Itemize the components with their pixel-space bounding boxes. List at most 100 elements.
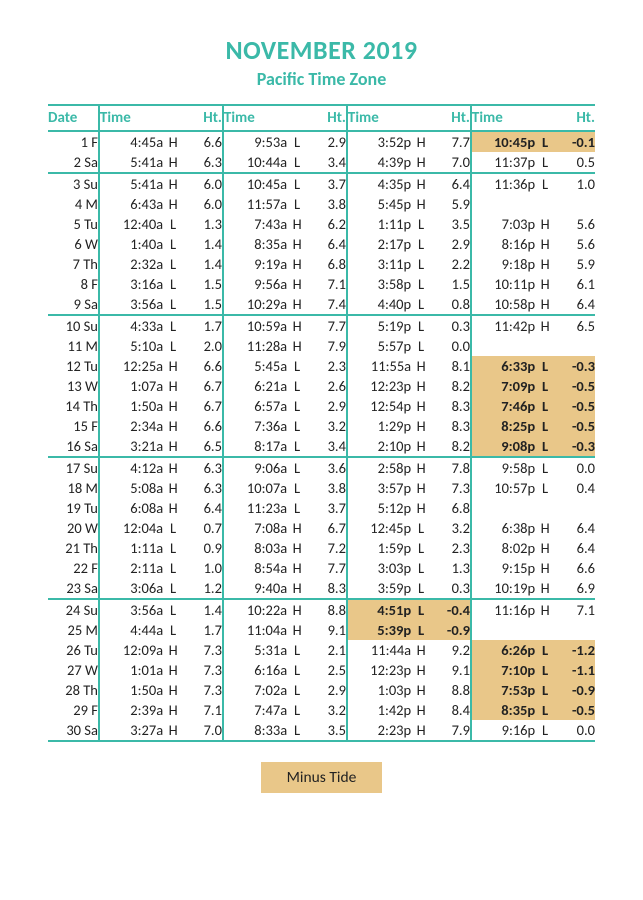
tide-hl: H — [287, 518, 307, 538]
tide-time: 5:19p — [347, 315, 411, 336]
tide-hl: L — [287, 194, 307, 214]
tide-ht: 1.4 — [183, 599, 223, 620]
tide-hl: H — [535, 538, 555, 558]
tide-hl: H — [535, 599, 555, 620]
table-row: 27 W1:01aH7.36:16aL2.512:23pH9.17:10pL-1… — [48, 660, 595, 680]
tide-hl: L — [535, 356, 555, 376]
table-row: 30 Sa3:27aH7.08:33aL3.52:23pH7.99:16pL0.… — [48, 720, 595, 741]
tide-hl: H — [411, 680, 431, 700]
tide-ht: 0.3 — [431, 315, 471, 336]
tide-hl: H — [163, 376, 183, 396]
tide-ht: 7.1 — [307, 274, 347, 294]
tide-hl: L — [535, 660, 555, 680]
table-header-row: Date Time Ht. Time Ht. Time Ht. Time Ht. — [48, 105, 595, 131]
tide-time: 10:22a — [223, 599, 287, 620]
tide-time: 11:42p — [471, 315, 535, 336]
tide-ht: 1.2 — [183, 578, 223, 599]
tide-time: 6:16a — [223, 660, 287, 680]
tide-time: 1:29p — [347, 416, 411, 436]
tide-ht: 6.2 — [307, 214, 347, 234]
tide-time: 7:09p — [471, 376, 535, 396]
tide-hl: H — [535, 274, 555, 294]
tide-ht: 3.8 — [307, 478, 347, 498]
tide-hl: L — [287, 478, 307, 498]
tide-hl: L — [535, 720, 555, 741]
tide-ht: 1.4 — [183, 234, 223, 254]
tide-hl: H — [411, 416, 431, 436]
tide-time: 2:39a — [99, 700, 163, 720]
tide-hl: L — [163, 620, 183, 640]
table-row: 21 Th1:11aL0.98:03aH7.21:59pL2.38:02pH6.… — [48, 538, 595, 558]
tide-time: 10:29a — [223, 294, 287, 315]
tide-hl: L — [287, 680, 307, 700]
tide-time: 7:43a — [223, 214, 287, 234]
tide-hl: L — [287, 457, 307, 478]
tide-hl: L — [287, 700, 307, 720]
tide-hl: L — [411, 578, 431, 599]
tide-table-page: NOVEMBER 2019 Pacific Time Zone Date Tim… — [0, 0, 643, 823]
tide-ht: 3.7 — [307, 498, 347, 518]
date-cell: 24 Su — [48, 599, 99, 620]
tide-ht: 6.8 — [307, 254, 347, 274]
tide-time — [471, 336, 535, 356]
tide-ht: 3.7 — [307, 173, 347, 194]
tide-ht: 6.0 — [183, 194, 223, 214]
tide-time: 7:53p — [471, 680, 535, 700]
tide-ht: 8.8 — [307, 599, 347, 620]
tide-ht: 8.2 — [431, 436, 471, 457]
col-ht: Ht. — [555, 105, 595, 131]
tide-ht: 9.1 — [307, 620, 347, 640]
tide-hl: L — [411, 518, 431, 538]
tide-ht: 3.2 — [307, 700, 347, 720]
tide-ht — [555, 194, 595, 214]
tide-ht: 7.2 — [307, 538, 347, 558]
date-cell: 21 Th — [48, 538, 99, 558]
tide-hl: H — [163, 194, 183, 214]
tide-time: 10:19p — [471, 578, 535, 599]
tide-ht: 6.7 — [307, 518, 347, 538]
tide-time: 3:06a — [99, 578, 163, 599]
tide-ht: 1.5 — [183, 274, 223, 294]
tide-time: 7:10p — [471, 660, 535, 680]
tide-hl — [535, 336, 555, 356]
tide-time: 2:32a — [99, 254, 163, 274]
tide-hl: H — [287, 620, 307, 640]
tide-time: 3:52p — [347, 131, 411, 152]
tide-ht: 8.3 — [431, 416, 471, 436]
tide-time: 6:21a — [223, 376, 287, 396]
date-cell: 15 F — [48, 416, 99, 436]
table-row: 1 F4:45aH6.69:53aL2.93:52pH7.710:45pL-0.… — [48, 131, 595, 152]
tide-hl: H — [411, 376, 431, 396]
tide-ht: 8.3 — [307, 578, 347, 599]
tide-ht: 7.4 — [307, 294, 347, 315]
date-cell: 5 Tu — [48, 214, 99, 234]
tide-time: 4:40p — [347, 294, 411, 315]
table-row: 10 Su4:33aL1.710:59aH7.75:19pL0.311:42pH… — [48, 315, 595, 336]
tide-time: 12:04a — [99, 518, 163, 538]
date-cell: 29 F — [48, 700, 99, 720]
tide-hl: L — [411, 254, 431, 274]
tide-hl: H — [163, 700, 183, 720]
tide-time: 9:53a — [223, 131, 287, 152]
tide-ht: -0.5 — [555, 396, 595, 416]
tide-ht: -0.1 — [555, 131, 595, 152]
tide-ht: 6.4 — [555, 294, 595, 315]
tide-time: 6:57a — [223, 396, 287, 416]
tide-ht: 6.3 — [183, 478, 223, 498]
tide-hl: H — [535, 558, 555, 578]
col-ht: Ht. — [183, 105, 223, 131]
tide-ht: 1.7 — [183, 315, 223, 336]
tide-ht — [555, 336, 595, 356]
tide-hl: H — [535, 315, 555, 336]
tide-hl: L — [163, 234, 183, 254]
tide-ht: 3.4 — [307, 436, 347, 457]
tide-time: 11:16p — [471, 599, 535, 620]
tide-hl: L — [411, 599, 431, 620]
date-cell: 25 M — [48, 620, 99, 640]
tide-time: 8:54a — [223, 558, 287, 578]
tide-ht: -0.5 — [555, 376, 595, 396]
tide-ht: 3.5 — [431, 214, 471, 234]
tide-ht: -1.2 — [555, 640, 595, 660]
tide-ht: 6.4 — [431, 173, 471, 194]
tide-ht: 7.3 — [183, 640, 223, 660]
